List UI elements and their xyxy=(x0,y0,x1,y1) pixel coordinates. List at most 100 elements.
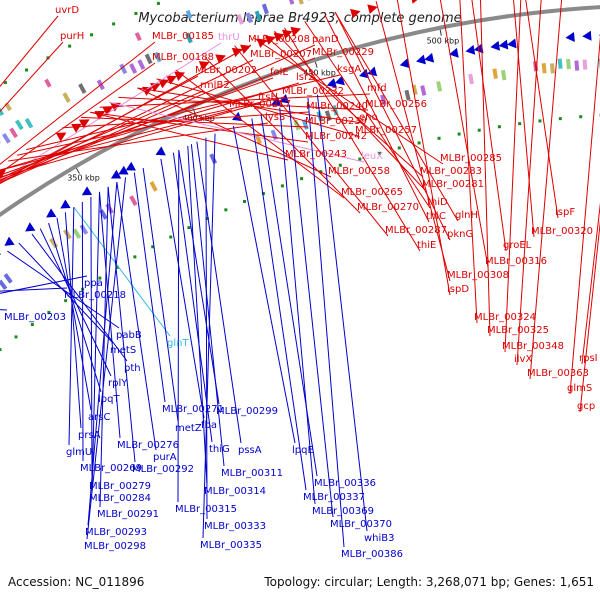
forward-gene-arrow xyxy=(215,54,226,64)
ring-tick xyxy=(0,348,2,352)
reverse-gene-label: MLBr_00271 xyxy=(162,404,224,415)
ring-tick xyxy=(497,125,501,129)
forward-leader-line xyxy=(0,62,156,174)
forward-leader-line xyxy=(581,202,600,365)
forward-gene-label: ftsH xyxy=(258,92,278,103)
ring-tick xyxy=(579,115,583,119)
forward-leader-line xyxy=(569,36,600,395)
ring-tick xyxy=(47,310,51,314)
reverse-gene-arrow xyxy=(416,54,426,65)
feature-block xyxy=(209,153,218,165)
reverse-gene-arrow xyxy=(118,165,129,175)
reverse-gene-arrow xyxy=(125,161,136,171)
ring-tick xyxy=(156,1,160,5)
reverse-leader-line xyxy=(18,242,114,344)
reverse-leader-line xyxy=(107,186,136,463)
reverse-gene-label: MLBr_00293 xyxy=(85,527,147,538)
feature-block xyxy=(436,81,443,92)
ring-tick xyxy=(457,132,461,136)
ring-tick xyxy=(538,119,542,123)
forward-gene-label: MLBr_00217 xyxy=(229,99,291,110)
reverse-gene-arrow xyxy=(399,58,410,69)
forward-leader-line xyxy=(0,75,199,182)
forward-leader-line xyxy=(0,90,204,179)
forward-leader-line xyxy=(0,41,64,113)
ring-tick xyxy=(3,81,7,85)
ring-tick xyxy=(169,235,173,239)
forward-gene-label: glnH xyxy=(455,210,478,221)
reverse-gene-arrow xyxy=(46,208,57,218)
forward-gene-arrow xyxy=(350,8,361,19)
forward-leader-line xyxy=(0,41,156,165)
ring-tick xyxy=(417,141,421,145)
ring-tick xyxy=(377,151,381,155)
reverse-gene-label: thiG xyxy=(209,444,230,455)
feature-block xyxy=(149,181,158,192)
forward-gene-label: lsr2 xyxy=(296,72,314,83)
reverse-gene-label: MLBr_00298 xyxy=(84,541,146,552)
ring-tick xyxy=(518,122,522,126)
forward-gene-label: ilvX xyxy=(514,354,532,365)
forward-gene-label: MLBr_00202 xyxy=(195,65,257,76)
reverse-leader-line xyxy=(172,152,213,443)
forward-leader-line xyxy=(0,44,252,185)
reverse-gene-label: arsC xyxy=(88,412,110,423)
reverse-gene-arrow xyxy=(448,47,459,58)
reverse-gene-label: whiB3 xyxy=(364,533,395,544)
forward-leader-line xyxy=(26,74,341,151)
feature-block xyxy=(287,0,295,5)
feature-block xyxy=(44,78,52,88)
reverse-leader-line xyxy=(0,287,68,292)
feature-block xyxy=(549,63,555,74)
reverse-leader-line xyxy=(202,133,216,539)
reverse-gene-label: MLBr_00299 xyxy=(216,406,278,417)
genome-summary-text: Topology: circular; Length: 3,268,071 bp… xyxy=(264,575,594,589)
reverse-gene-label: lpqE xyxy=(292,445,314,456)
reverse-gene-arrow xyxy=(155,146,166,156)
forward-gene-label: purH xyxy=(60,31,84,42)
ring-tick xyxy=(25,68,29,72)
reverse-gene-arrow xyxy=(110,169,122,179)
feature-block xyxy=(0,279,8,291)
reverse-gene-label: MLBr_00337 xyxy=(303,492,365,503)
forward-gene-label: MLBr_00285 xyxy=(440,153,502,164)
forward-gene-label: MLBr_00229 xyxy=(312,47,374,58)
ring-tick xyxy=(64,299,68,303)
forward-gene-label: folE xyxy=(270,67,289,78)
reverse-leader-line xyxy=(31,233,128,362)
reverse-leader-line xyxy=(99,186,109,508)
reverse-gene-label: MLBr_00314 xyxy=(204,486,266,497)
ring-tick xyxy=(14,335,18,339)
forward-leader-line xyxy=(334,11,459,222)
forward-gene-label: MLBr_00316 xyxy=(485,256,547,267)
feature-block xyxy=(9,127,18,139)
feature-block xyxy=(144,53,153,65)
kbp-label: 450 kbp xyxy=(303,68,336,77)
forward-gene-arrow xyxy=(273,32,285,43)
reverse-gene-label: MLBr_00311 xyxy=(221,468,283,479)
ring-tick xyxy=(261,192,265,196)
feature-block xyxy=(565,58,571,70)
forward-leader-line xyxy=(396,0,451,296)
feature-block xyxy=(582,59,588,70)
feature-block xyxy=(492,68,498,79)
reverse-leader-line xyxy=(68,207,75,446)
reverse-leader-line xyxy=(142,167,179,422)
reverse-gene-label: fba xyxy=(201,420,217,431)
forward-leader-line xyxy=(479,0,491,337)
forward-gene-label: gcp xyxy=(577,401,595,412)
forward-gene-arrow xyxy=(55,132,67,142)
ring-tick xyxy=(280,184,284,188)
forward-leader-line xyxy=(0,77,274,176)
reverse-gene-label: pssA xyxy=(238,445,262,456)
forward-leader-line xyxy=(529,0,563,380)
reverse-leader-line xyxy=(81,201,84,462)
reverse-gene-label: MLBr_00335 xyxy=(200,540,262,551)
reverse-gene-label: glnT xyxy=(167,338,189,349)
reverse-gene-label: pth xyxy=(124,363,141,374)
reverse-gene-label: MLBr_00284 xyxy=(89,493,151,504)
forward-leader-line xyxy=(264,34,424,178)
forward-leader-line xyxy=(0,42,222,181)
reverse-leader-line xyxy=(205,137,208,520)
feature-block xyxy=(236,14,244,25)
